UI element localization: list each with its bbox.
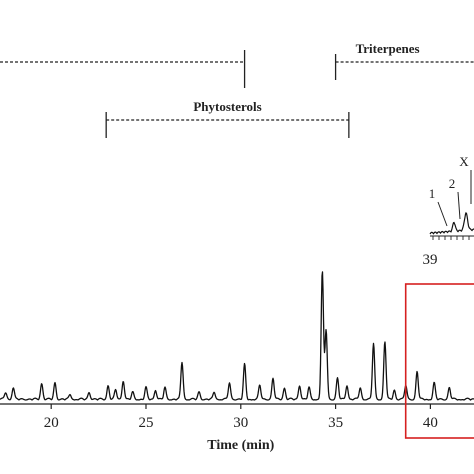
- chromatogram-trace-group: [0, 271, 474, 401]
- x-tick-label: 35: [328, 415, 343, 431]
- x-tick-label: 30: [233, 415, 248, 431]
- inset-peak-leader: [437, 201, 448, 227]
- highlight-box: [404, 283, 474, 439]
- annotation-label: Phytosterols: [193, 99, 261, 114]
- x-axis: 20 25 30 35 40: [0, 403, 474, 431]
- x-tick-label: 25: [138, 415, 153, 431]
- x-tick-label: 20: [44, 415, 59, 431]
- chromatogram-trace: [0, 271, 474, 401]
- inset-trace: [429, 211, 474, 235]
- inset-peak-leader: [457, 191, 461, 220]
- inset-x-tick-label: 39: [423, 252, 438, 268]
- annotation-label: Triterpenes: [356, 41, 420, 56]
- x-axis-title: Time (min): [207, 438, 274, 453]
- compound-class-annotations: Triterpenes Phytosterols: [0, 41, 474, 138]
- inset-peak-label: 2: [449, 176, 456, 191]
- x-tick-label: 40: [423, 415, 438, 431]
- inset-zoom: 12X 39: [423, 154, 474, 268]
- inset-peak-label: 1: [429, 186, 436, 201]
- inset-peak-label: X: [459, 154, 469, 169]
